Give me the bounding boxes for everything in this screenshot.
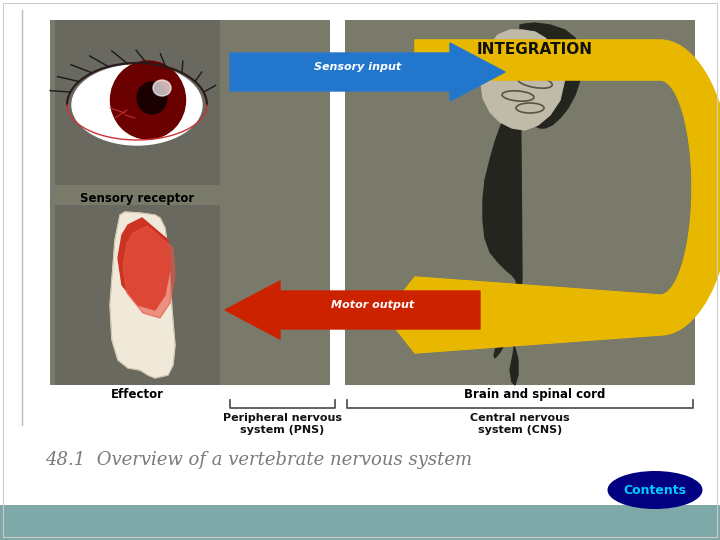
Polygon shape: [118, 218, 170, 310]
Polygon shape: [385, 40, 720, 353]
Polygon shape: [123, 226, 175, 318]
Text: Effector: Effector: [110, 388, 163, 401]
FancyArrow shape: [230, 43, 505, 101]
Bar: [345, 20, 695, 385]
Text: Peripheral nervous
system (PNS): Peripheral nervous system (PNS): [223, 413, 342, 435]
Text: Brain and spinal cord: Brain and spinal cord: [464, 388, 606, 401]
Text: Sensory input: Sensory input: [314, 62, 401, 72]
FancyArrow shape: [225, 281, 480, 339]
Bar: [55, 20, 220, 185]
Polygon shape: [480, 30, 565, 130]
Ellipse shape: [137, 82, 167, 114]
Text: Contents: Contents: [624, 483, 686, 496]
Text: INTEGRATION: INTEGRATION: [477, 43, 593, 57]
Bar: [50, 20, 330, 385]
Bar: [55, 205, 220, 385]
Ellipse shape: [608, 471, 703, 509]
Ellipse shape: [72, 65, 202, 145]
Polygon shape: [110, 212, 175, 378]
Ellipse shape: [110, 61, 186, 139]
Text: Motor output: Motor output: [331, 300, 414, 310]
Text: Central nervous
system (CNS): Central nervous system (CNS): [470, 413, 570, 435]
Bar: [0, 505, 720, 540]
Text: 48.1  Overview of a vertebrate nervous system: 48.1 Overview of a vertebrate nervous sy…: [45, 451, 472, 469]
Ellipse shape: [153, 80, 171, 96]
Text: Sensory receptor: Sensory receptor: [80, 192, 194, 205]
Polygon shape: [483, 23, 582, 385]
